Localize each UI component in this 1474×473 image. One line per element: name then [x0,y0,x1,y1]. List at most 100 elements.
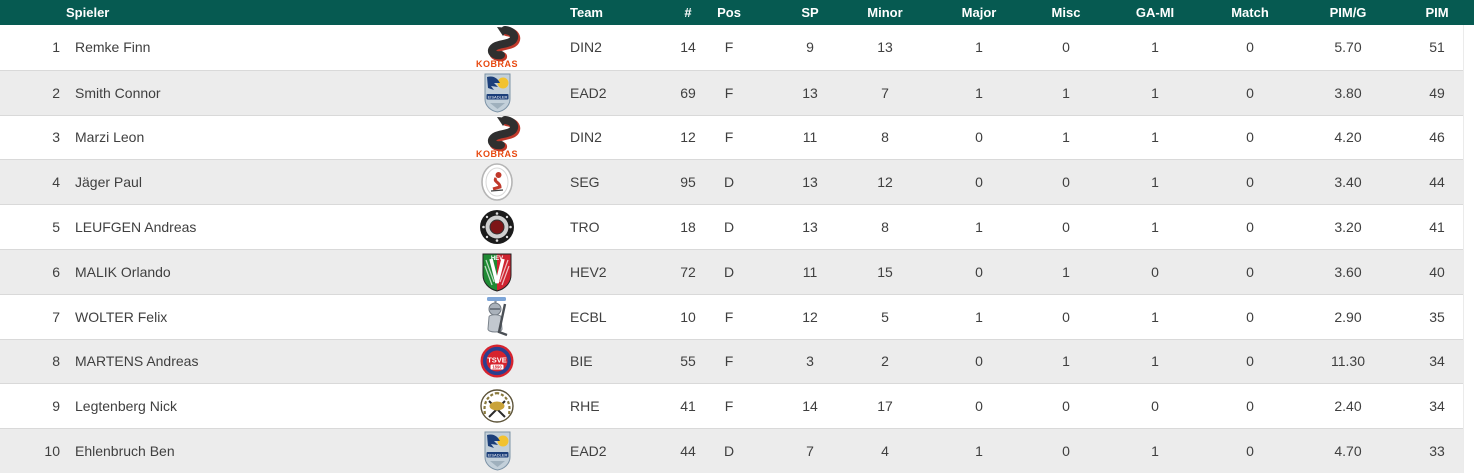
pim-per-game: 2.90 [1334,308,1362,325]
col-header-minor[interactable]: Minor [867,5,903,20]
col-header-match[interactable]: Match [1231,5,1269,20]
player-row[interactable]: 9 Legtenberg Nick RHE 41 F 14 17 0 0 0 0… [0,383,1474,429]
minor-penalties: 2 [881,353,889,370]
pim-per-game: 3.60 [1334,263,1362,280]
misc-penalties: 0 [1062,39,1070,56]
misc-penalties: 0 [1062,308,1070,325]
col-header-pos[interactable]: Pos [717,5,741,20]
player-rank: 8 [52,353,60,370]
player-row[interactable]: 7 WOLTER Felix ECBL 10 F 12 5 1 0 1 0 2.… [0,293,1474,339]
col-header-team[interactable]: Team [570,5,603,20]
seg-round-logo-icon [481,163,513,202]
match-penalties: 0 [1246,443,1254,460]
major-penalties: 1 [975,443,983,460]
player-row[interactable]: 8 MARTENS Andreas TSVE 1890 BIE 55 F 3 2… [0,338,1474,384]
game-misconduct: 1 [1151,39,1159,56]
match-penalties: 0 [1246,174,1254,191]
tro-round-logo-icon [480,210,514,245]
col-header-sp[interactable]: SP [801,5,819,20]
team-logo-cell-eisadler[interactable]: EISADLER [455,71,539,115]
position: D [723,219,735,236]
team-logo-cell-hev[interactable]: HEV [455,250,539,294]
player-name[interactable]: Smith Connor [75,84,161,101]
jersey-number: 95 [680,174,696,191]
major-penalties: 0 [975,398,983,415]
match-penalties: 0 [1246,129,1254,146]
team-code: SEG [570,174,600,191]
player-name[interactable]: LEUFGEN Andreas [75,219,197,236]
team-logo-cell-tsve[interactable]: TSVE 1890 [455,340,539,384]
match-penalties: 0 [1246,263,1254,280]
major-penalties: 1 [975,219,983,236]
eisadler-shield-logo-icon: EISADLER [484,431,510,471]
scrollbar-track[interactable] [1463,25,1474,473]
col-header-pim-g[interactable]: PIM/G [1329,5,1367,20]
player-row[interactable]: 10 Ehlenbruch Ben EISADLER EAD2 44 D 7 4… [0,428,1474,473]
player-name[interactable]: Legtenberg Nick [75,398,177,415]
game-misconduct: 1 [1151,174,1159,191]
col-header-misc[interactable]: Misc [1051,5,1081,20]
team-code: EAD2 [570,443,607,460]
player-row[interactable]: 2 Smith Connor EISADLER EAD2 69 F 13 7 1… [0,69,1474,115]
major-penalties: 0 [975,174,983,191]
pim-per-game: 3.20 [1334,219,1362,236]
svg-text:TSVE: TSVE [487,356,507,365]
jersey-number: 44 [680,443,696,460]
player-row[interactable]: 4 Jäger Paul SEG 95 D 13 12 0 0 1 0 3.40… [0,159,1474,205]
pim-total: 49 [1429,84,1445,101]
position: F [724,308,734,325]
col-header-spieler[interactable]: Spieler [66,5,110,20]
jersey-number: 10 [680,308,696,325]
col-header-pim[interactable]: PIM [1425,5,1449,20]
team-logo-cell-kobras[interactable]: KOBRAS [455,116,539,160]
major-penalties: 1 [975,308,983,325]
player-row[interactable]: 3 Marzi Leon KOBRAS DIN2 12 F 11 8 0 1 1… [0,114,1474,160]
team-logo-cell-eisadler[interactable]: EISADLER [455,429,539,473]
jersey-number: 12 [680,129,696,146]
team-logo-cell-kobras[interactable]: KOBRAS [455,25,539,70]
player-row[interactable]: 1 Remke Finn KOBRAS DIN2 14 F 9 13 1 0 1… [0,25,1474,70]
minor-penalties: 8 [881,129,889,146]
match-penalties: 0 [1246,219,1254,236]
player-name[interactable]: WOLTER Felix [75,308,168,325]
col-header-major[interactable]: Major [961,5,997,20]
player-row[interactable]: 6 MALIK Orlando HEV HEV2 72 D 11 15 0 1 … [0,248,1474,294]
svg-text:EISADLER: EISADLER [487,94,507,99]
minor-penalties: 7 [881,84,889,101]
minor-penalties: 13 [877,39,893,56]
col-header-ga-mi[interactable]: GA-MI [1135,5,1175,20]
eisadler-shield-logo-icon: EISADLER [484,73,510,113]
team-logo-cell-tro[interactable] [455,205,539,249]
misc-penalties: 1 [1062,353,1070,370]
col-header-number[interactable]: # [684,5,692,20]
team-code: HEV2 [570,263,607,280]
pim-per-game: 3.80 [1334,84,1362,101]
jersey-number: 14 [680,39,696,56]
games-played: 11 [802,129,818,146]
team-logo-cell-seg[interactable] [455,160,539,204]
player-name[interactable]: Jäger Paul [75,174,142,191]
team-logo-cell-ecbl[interactable] [455,295,539,339]
player-row[interactable]: 5 LEUFGEN Andreas TRO 18 D 13 8 1 0 1 0 … [0,204,1474,249]
player-name[interactable]: MARTENS Andreas [75,353,199,370]
match-penalties: 0 [1246,39,1254,56]
games-played: 7 [806,443,814,460]
team-code: TRO [570,219,600,236]
hev-shield-logo-icon: HEV [482,253,512,292]
match-penalties: 0 [1246,398,1254,415]
game-misconduct: 1 [1151,308,1159,325]
rhe-round-logo-icon [480,389,514,423]
player-name[interactable]: MALIK Orlando [75,263,171,280]
team-code: EAD2 [570,84,607,101]
games-played: 13 [802,219,818,236]
player-rank: 6 [52,263,60,280]
games-played: 11 [802,263,818,280]
jersey-number: 18 [680,219,696,236]
player-name[interactable]: Ehlenbruch Ben [75,443,175,460]
player-rank: 5 [52,219,60,236]
player-name[interactable]: Marzi Leon [75,129,145,146]
team-logo-cell-rhe[interactable] [455,384,539,428]
pim-per-game: 2.40 [1334,398,1362,415]
player-name[interactable]: Remke Finn [75,39,151,56]
